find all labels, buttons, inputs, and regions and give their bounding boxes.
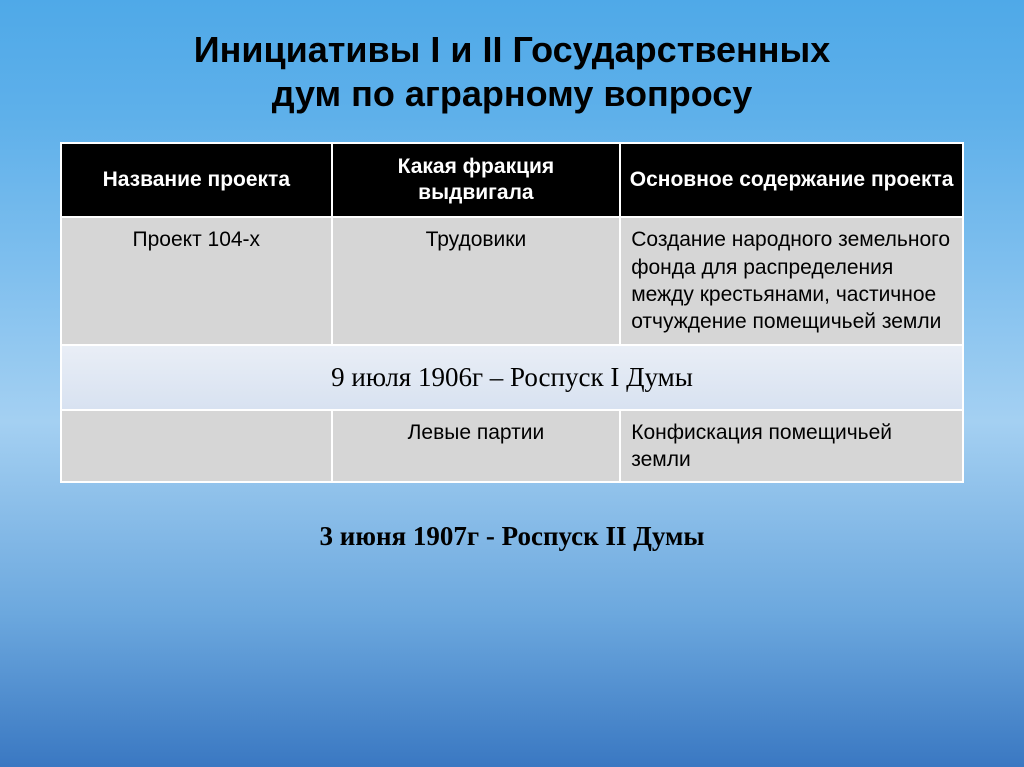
cell-faction: Трудовики — [332, 217, 621, 344]
cell-project-name: Проект 104-х — [61, 217, 332, 344]
dissolution-band-1: 9 июля 1906г – Роспуск I Думы — [61, 345, 963, 410]
table-row: Левые партии Конфискация помещичьей земл… — [61, 410, 963, 483]
cell-content: Создание народного земельного фонда для … — [620, 217, 963, 344]
cell-content: Конфискация помещичьей земли — [620, 410, 963, 483]
initiatives-table: Название проекта Какая фракция выдвигала… — [60, 142, 964, 483]
slide-title-line1: Инициативы I и II Государственных — [194, 29, 831, 70]
th-project-name: Название проекта — [61, 143, 332, 218]
cell-faction: Левые партии — [332, 410, 621, 483]
th-content: Основное содержание проекта — [620, 143, 963, 218]
table-row: Проект 104-х Трудовики Создание народног… — [61, 217, 963, 344]
slide-title-line2: дум по аграрному вопросу — [272, 73, 753, 114]
slide-title: Инициативы I и II Государственных дум по… — [60, 28, 964, 116]
table-header-row: Название проекта Какая фракция выдвигала… — [61, 143, 963, 218]
table-band-row: 9 июля 1906г – Роспуск I Думы — [61, 345, 963, 410]
cell-project-name — [61, 410, 332, 483]
dissolution-footer: 3 июня 1907г - Роспуск II Думы — [60, 521, 964, 552]
th-faction: Какая фракция выдвигала — [332, 143, 621, 218]
